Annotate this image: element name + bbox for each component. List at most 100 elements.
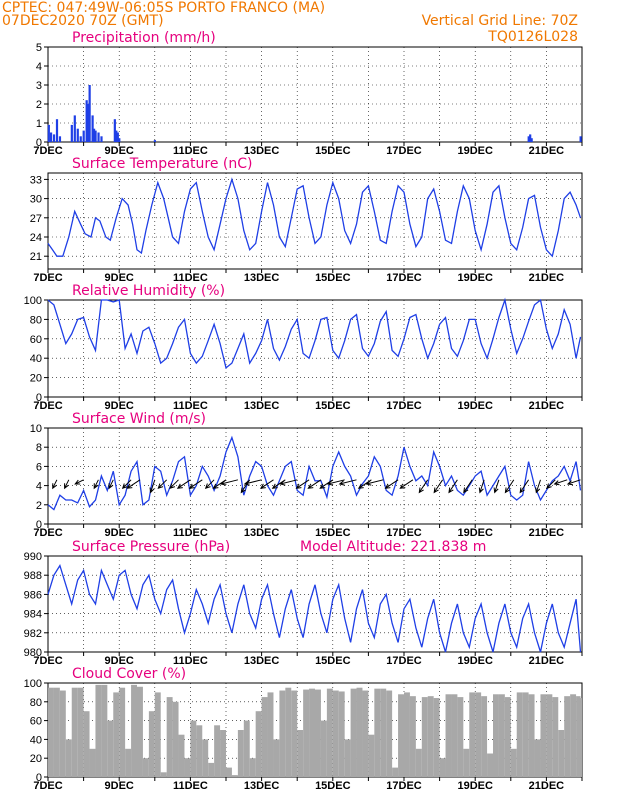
cloud-cover-area-bar bbox=[113, 692, 120, 777]
cloud-cover-area-bar bbox=[404, 692, 410, 777]
precipitation-bar bbox=[530, 138, 533, 142]
cloud-cover-area-bar bbox=[65, 739, 72, 777]
precipitation-bar bbox=[153, 140, 156, 142]
cloud-cover-area-bar bbox=[261, 697, 268, 777]
cloud-cover-area-bar bbox=[457, 697, 464, 777]
precipitation-ytick-label: 0 bbox=[36, 137, 42, 149]
cloud-cover-area-bar bbox=[83, 711, 90, 777]
humidity-xtick-label: 13DEC bbox=[244, 400, 280, 412]
wind-vector-arrow bbox=[157, 479, 168, 490]
cloud-cover-area-bar bbox=[386, 690, 393, 777]
wind-xtick-label: 9DEC bbox=[105, 527, 134, 539]
humidity-xtick-label: 9DEC bbox=[105, 400, 134, 412]
wind-vector-arrow bbox=[553, 479, 568, 486]
cloud-cover-area-bar bbox=[137, 686, 143, 777]
precipitation-bar bbox=[116, 132, 119, 142]
cloud-cover-area-bar bbox=[546, 694, 553, 777]
cloud-cover-area-bar bbox=[558, 730, 565, 777]
wind-vector-arrow bbox=[74, 479, 84, 485]
humidity-ytick-label: 40 bbox=[30, 353, 42, 365]
wind-vector-arrow bbox=[169, 479, 179, 490]
humidity-ytick-label: 100 bbox=[24, 295, 42, 307]
cloud-cover-area-bar bbox=[516, 692, 523, 777]
cloud-cover-area-bar bbox=[398, 694, 404, 777]
cloud-cover-area-bar bbox=[528, 694, 535, 777]
wind-title: Surface Wind (m/s) bbox=[72, 411, 206, 427]
cloud-cover-area-bar bbox=[285, 687, 292, 777]
wind-vector-arrow bbox=[399, 479, 414, 489]
wind-vector-arrow bbox=[365, 479, 384, 486]
cloud-cover-area-bar bbox=[243, 720, 250, 777]
precipitation-xtick-label: 7DEC bbox=[33, 145, 62, 157]
precipitation-title: Precipitation (mm/h) bbox=[72, 30, 216, 46]
wind-ytick-label: 10 bbox=[30, 423, 42, 435]
precipitation-ytick-label: 1 bbox=[36, 118, 42, 130]
cloud-cover-area-bar bbox=[154, 692, 161, 777]
cloud-cover-area-bar bbox=[510, 748, 517, 777]
cloud-cover-area-bar bbox=[255, 711, 262, 777]
cloud-cover-area-bar bbox=[540, 694, 547, 777]
temperature-xtick-label: 13DEC bbox=[244, 272, 280, 284]
cloud-cover-xtick-label: 13DEC bbox=[244, 780, 280, 792]
wind-vector-arrow bbox=[220, 479, 239, 486]
cloud-cover-area-bar bbox=[53, 687, 60, 777]
cloud-cover-area-bar bbox=[534, 739, 541, 777]
cloud-cover-area-bar bbox=[409, 696, 416, 777]
precipitation-bar bbox=[47, 124, 50, 142]
precipitation-bar bbox=[118, 138, 121, 142]
precipitation-bar bbox=[91, 115, 94, 142]
humidity-ytick-label: 0 bbox=[36, 392, 42, 404]
wind-vector-arrow bbox=[418, 479, 429, 494]
precipitation-xtick-label: 9DEC bbox=[105, 145, 134, 157]
humidity-plot-frame bbox=[47, 299, 583, 398]
cloud-cover-area-bar bbox=[522, 692, 529, 777]
pressure-xtick-label: 7DEC bbox=[33, 655, 62, 667]
cloud-cover-ytick-label: 60 bbox=[30, 716, 42, 728]
wind-ytick-label: 2 bbox=[36, 500, 42, 512]
precipitation-bar bbox=[82, 130, 85, 142]
precipitation-bar bbox=[88, 85, 91, 142]
precipitation-bar bbox=[76, 128, 79, 142]
precipitation-plot-frame bbox=[47, 46, 583, 143]
cloud-cover-area-bar bbox=[374, 688, 381, 777]
precipitation-bar bbox=[115, 130, 118, 142]
cloud-cover-xtick-label: 19DEC bbox=[457, 780, 493, 792]
cloud-cover-area-bar bbox=[356, 687, 363, 777]
temperature-xtick-label: 9DEC bbox=[105, 272, 134, 284]
precipitation-bar bbox=[527, 136, 530, 142]
precipitation-xtick-label: 21DEC bbox=[529, 145, 565, 157]
wind-xtick-label: 17DEC bbox=[386, 527, 422, 539]
humidity-ytick-label: 20 bbox=[30, 373, 42, 385]
humidity-xtick-label: 17DEC bbox=[386, 400, 422, 412]
cloud-cover-area-bar bbox=[362, 690, 369, 777]
cloud-cover-area-bar bbox=[580, 698, 582, 777]
wind-vector-arrow bbox=[240, 479, 251, 494]
pressure-line bbox=[47, 564, 582, 653]
cloud-cover-area-bar bbox=[119, 687, 126, 777]
wind-vector-arrow bbox=[433, 479, 444, 494]
wind-vector-arrow bbox=[448, 479, 458, 494]
pressure-xtick-label: 9DEC bbox=[105, 655, 134, 667]
cloud-cover-area-bar bbox=[214, 725, 221, 777]
wind-vector-arrow bbox=[463, 479, 473, 494]
pressure-ytick-label: 984 bbox=[24, 609, 42, 621]
cloud-cover-area-bar bbox=[89, 748, 96, 777]
header-vertical-grid-label: Vertical Grid Line: 70Z bbox=[422, 13, 578, 29]
wind-vector-arrow bbox=[176, 479, 191, 489]
pressure-xtick-label: 15DEC bbox=[315, 655, 351, 667]
cloud-cover-area-bar bbox=[208, 762, 215, 777]
cloud-cover-area-bar bbox=[279, 690, 286, 777]
wind-vector-arrow bbox=[149, 479, 156, 494]
precipitation-xtick-label: 13DEC bbox=[244, 145, 280, 157]
cloud-cover-area-bar bbox=[415, 748, 422, 777]
precipitation-bar bbox=[97, 132, 100, 142]
pressure-ytick-label: 986 bbox=[24, 589, 42, 601]
cloud-cover-area-bar bbox=[95, 684, 102, 777]
precipitation-xtick-label: 19DEC bbox=[457, 145, 493, 157]
precipitation-bar bbox=[79, 136, 82, 142]
precipitation-bar bbox=[94, 130, 97, 142]
cloud-cover-area-bar bbox=[220, 730, 226, 777]
temperature-ytick-label: 21 bbox=[30, 251, 42, 263]
precipitation-bar bbox=[92, 128, 96, 142]
cloud-cover-area-bar bbox=[498, 694, 505, 777]
